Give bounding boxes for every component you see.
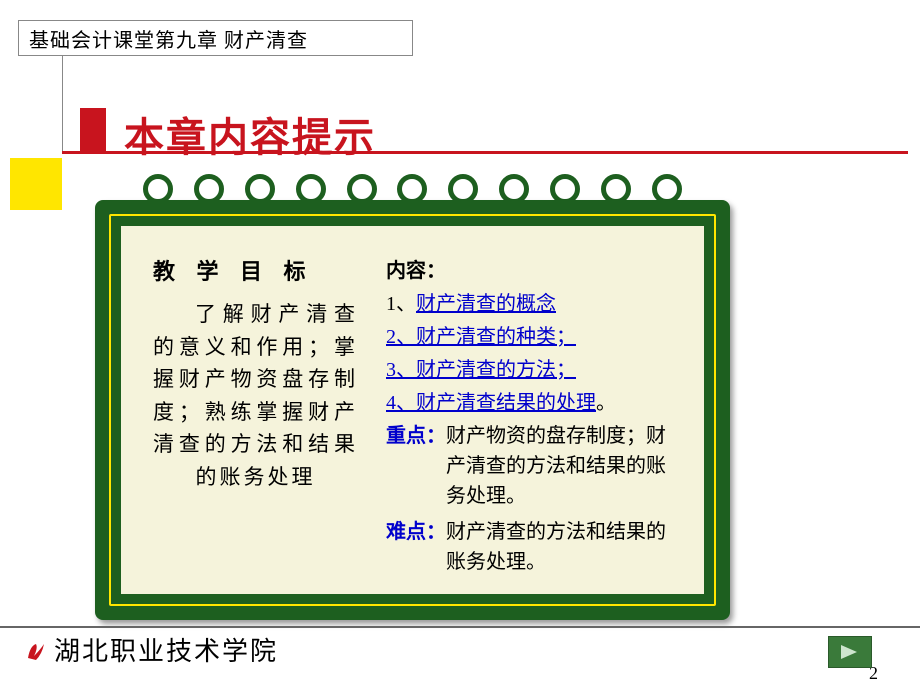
arrow-right-icon — [839, 643, 861, 661]
notebook: 教 学 目 标 了解财产清查的意义和作用；掌握财产物资盘存制度；熟练掌握财产清查… — [95, 180, 730, 620]
difficulty-label: 难点： — [386, 521, 446, 543]
keypoint-label: 重点： — [386, 425, 446, 447]
breadcrumb-text: 基础会计课堂第九章 财产清查 — [29, 24, 308, 53]
left-column: 教 学 目 标 了解财产清查的意义和作用；掌握财产物资盘存制度；熟练掌握财产清查… — [153, 254, 378, 584]
school-logo-icon — [24, 638, 48, 662]
keypoint-text: 财产物资的盘存制度；财产清查的方法和结果的账务处理。 — [446, 425, 666, 507]
content-label: 内容： — [386, 254, 684, 283]
right-column: 内容： 1、财产清查的概念 2、财产清查的种类； 3、财产清查的方法； 4、财产清查结… — [378, 254, 684, 584]
toc-item: 2、财产清查的种类； — [386, 320, 684, 349]
notebook-inner-border: 教 学 目 标 了解财产清查的意义和作用；掌握财产物资盘存制度；熟练掌握财产清查… — [109, 214, 716, 606]
keypoint: 重点：财产物资的盘存制度；财产清查的方法和结果的账务处理。 — [386, 421, 684, 511]
toc-item: 1、财产清查的概念 — [386, 287, 684, 316]
notebook-frame: 教 学 目 标 了解财产清查的意义和作用；掌握财产物资盘存制度；熟练掌握财产清查… — [95, 200, 730, 620]
teaching-goal-heading: 教 学 目 标 — [153, 254, 358, 286]
toc-item: 3、财产清查的方法； — [386, 353, 684, 382]
toc-number: 1、 — [386, 293, 416, 315]
toc-list: 1、财产清查的概念 2、财产清查的种类； 3、财产清查的方法； 4、财产清查结果的处理… — [386, 287, 684, 415]
breadcrumb-bar: 基础会计课堂第九章 财产清查 — [18, 20, 413, 56]
yellow-accent-square — [10, 158, 62, 210]
toc-link[interactable]: 2、财产清查的种类； — [386, 326, 576, 348]
section-title-wrap: 本章内容提示 — [62, 105, 910, 155]
toc-item: 4、财产清查结果的处理。 — [386, 386, 684, 415]
toc-tail: 。 — [596, 392, 616, 414]
toc-link[interactable]: 4、财产清查结果的处理 — [386, 392, 596, 414]
difficulty-text: 财产清查的方法和结果的账务处理。 — [446, 521, 666, 573]
section-title: 本章内容提示 — [124, 105, 376, 163]
difficulty: 难点：财产清查的方法和结果的账务处理。 — [386, 517, 684, 577]
red-accent-bar — [80, 108, 106, 152]
next-slide-button[interactable] — [828, 636, 872, 668]
notebook-paper: 教 学 目 标 了解财产清查的意义和作用；掌握财产物资盘存制度；熟练掌握财产清查… — [121, 226, 704, 594]
toc-link[interactable]: 财产清查的概念 — [416, 293, 556, 315]
toc-link[interactable]: 3、财产清查的方法； — [386, 359, 576, 381]
teaching-goal-body: 了解财产清查的意义和作用；掌握财产物资盘存制度；熟练掌握财产清查的方法和结果的账… — [153, 298, 358, 493]
red-underline — [62, 151, 908, 154]
footer-divider — [0, 626, 920, 628]
footer: 湖北职业技术学院 — [24, 631, 278, 668]
school-name: 湖北职业技术学院 — [54, 631, 278, 668]
